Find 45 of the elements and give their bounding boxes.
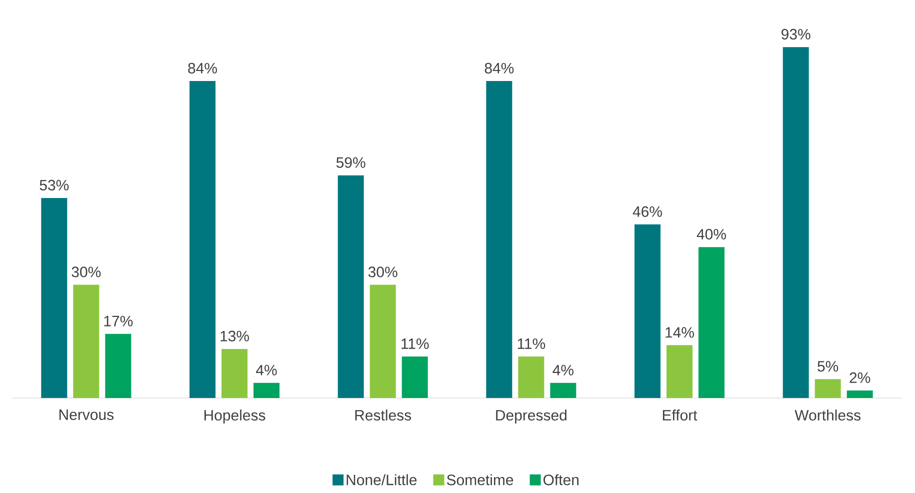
data-label: 4% [552,364,574,376]
x-tick-label: Restless [355,410,412,421]
bar [222,348,248,398]
data-label: 84% [188,62,217,74]
data-label: 30% [72,266,101,278]
bar [782,47,809,398]
bar [518,356,544,398]
legend-label: Often [543,474,578,486]
bar [190,81,216,398]
x-tick-label: Nervous [59,410,114,420]
bar [550,382,576,398]
data-label: 14% [666,327,694,338]
x-tick-label: Worthless [794,410,860,421]
data-label: 13% [220,330,249,342]
data-label: 11% [518,338,546,349]
legend-label: Sometime [446,474,514,486]
bar [402,356,428,398]
data-label: 93% [782,28,810,40]
data-label: 84% [484,62,514,74]
bar [698,247,725,398]
data-label: 2% [850,372,870,383]
bar [846,390,873,398]
x-tick-label: Effort [662,410,698,421]
x-tick-label: Depressed [496,410,566,424]
data-label: 59% [336,157,366,168]
data-label: 11% [402,338,429,349]
x-tick-label: Hopeless [204,410,266,424]
data-label: 30% [368,266,398,278]
data-label: 40% [696,228,726,240]
bar [41,198,68,398]
legend-label: None/Little [346,474,417,486]
bar [634,224,661,398]
bar [486,81,512,398]
data-label: 46% [632,206,662,217]
bar [814,379,841,398]
bar [338,175,364,398]
data-label: 53% [40,180,69,190]
data-label: 17% [104,316,133,326]
bar [666,345,693,398]
data-label: 4% [256,364,277,376]
bar [370,284,396,398]
data-label: 5% [818,361,838,372]
bar [254,382,280,398]
bar [105,334,132,398]
bar [73,284,100,398]
